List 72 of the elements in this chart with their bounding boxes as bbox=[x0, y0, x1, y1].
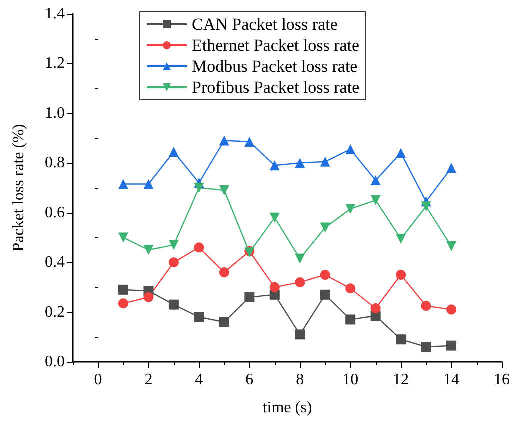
point bbox=[320, 290, 330, 300]
point bbox=[244, 292, 255, 302]
point bbox=[144, 292, 154, 302]
y-tick-label: 1.4 bbox=[45, 6, 65, 22]
point bbox=[270, 282, 280, 292]
point bbox=[370, 195, 381, 206]
legend-label: CAN Packet loss rate bbox=[192, 15, 338, 34]
x-tick-label: 2 bbox=[144, 372, 153, 388]
point bbox=[194, 312, 204, 322]
point bbox=[295, 158, 306, 168]
x-tick-label: 8 bbox=[296, 372, 304, 388]
legend-label: Modbus Packet loss rate bbox=[192, 57, 358, 76]
point bbox=[346, 284, 356, 294]
x-tick-label: 4 bbox=[195, 372, 204, 388]
x-axis-title: time (s) bbox=[262, 400, 312, 416]
point bbox=[168, 300, 179, 310]
y-tick-label: 0.0 bbox=[45, 354, 65, 370]
point bbox=[396, 334, 406, 345]
point bbox=[320, 156, 330, 167]
point bbox=[396, 270, 406, 280]
point bbox=[446, 241, 457, 252]
point bbox=[168, 258, 179, 268]
x-tick-label: 14 bbox=[444, 372, 460, 388]
x-tick-label: 6 bbox=[246, 372, 254, 388]
point bbox=[295, 330, 306, 340]
point bbox=[346, 314, 356, 325]
point bbox=[194, 183, 204, 193]
y-axis-title: Packet loss rate (%) bbox=[10, 124, 28, 252]
x-tick-label: 12 bbox=[393, 372, 410, 388]
point bbox=[446, 304, 457, 315]
y-tick-label: 1.2 bbox=[45, 55, 65, 72]
point bbox=[219, 185, 230, 196]
y-tick-label: 1.0 bbox=[45, 104, 65, 122]
point bbox=[346, 144, 356, 154]
point bbox=[295, 254, 306, 264]
point bbox=[370, 304, 381, 314]
point bbox=[144, 179, 154, 190]
point bbox=[219, 317, 230, 328]
point bbox=[396, 234, 406, 244]
point bbox=[118, 284, 128, 295]
x-tick-label: 0 bbox=[94, 372, 102, 388]
point bbox=[446, 163, 457, 174]
point bbox=[346, 204, 356, 214]
x-tick-label: 10 bbox=[342, 372, 359, 388]
point bbox=[320, 270, 330, 280]
point bbox=[194, 242, 204, 253]
point bbox=[219, 268, 230, 278]
point bbox=[118, 232, 128, 243]
point bbox=[270, 160, 280, 171]
point bbox=[168, 146, 179, 157]
legend-label: Profibus Packet loss rate bbox=[192, 78, 360, 97]
point bbox=[446, 340, 457, 351]
point bbox=[396, 148, 406, 158]
point bbox=[421, 342, 432, 352]
y-tick-label: 0.4 bbox=[45, 254, 65, 272]
y-tick-label: 0.8 bbox=[45, 154, 65, 172]
point bbox=[295, 277, 306, 288]
point bbox=[144, 245, 154, 256]
y-tick-label: 0.6 bbox=[45, 204, 65, 222]
point bbox=[320, 222, 330, 233]
y-tick-label: 0.2 bbox=[45, 304, 65, 321]
point bbox=[270, 212, 280, 223]
point bbox=[244, 137, 255, 148]
point bbox=[370, 176, 381, 186]
x-tick-label: 16 bbox=[494, 372, 510, 388]
point bbox=[421, 202, 432, 212]
point bbox=[421, 301, 432, 312]
legend-label: Ethernet Packet loss rate bbox=[192, 36, 360, 55]
point bbox=[118, 298, 128, 309]
point bbox=[118, 179, 128, 190]
point bbox=[168, 240, 179, 250]
point bbox=[219, 136, 230, 146]
